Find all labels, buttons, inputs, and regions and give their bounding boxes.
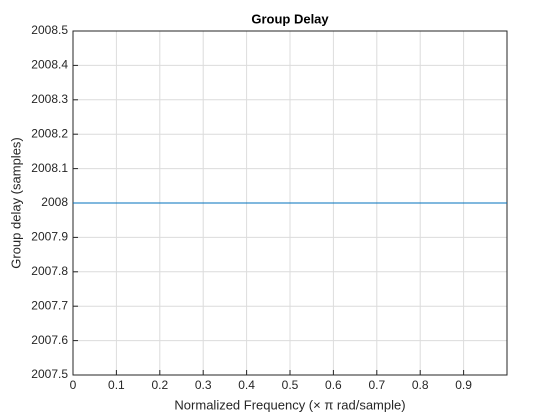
x-tick-label: 0.3: [195, 378, 212, 392]
y-tick-label: 2008.1: [31, 161, 68, 175]
y-tick-label: 2007.5: [31, 367, 68, 381]
y-tick-label: 2007.6: [31, 333, 68, 347]
x-tick-label: 0.5: [282, 378, 299, 392]
y-tick-label: 2008.5: [31, 23, 68, 37]
x-tick-label: 0: [70, 378, 77, 392]
y-tick-label: 2007.9: [31, 230, 68, 244]
y-tick-label: 2007.8: [31, 264, 68, 278]
x-tick-label: 0.6: [325, 378, 342, 392]
y-tick-label: 2008: [41, 195, 68, 209]
y-tick-label: 2008.3: [31, 92, 68, 106]
y-tick-label: 2008.2: [31, 126, 68, 140]
x-tick-label: 0.4: [238, 378, 255, 392]
chart-title: Group Delay: [251, 11, 329, 26]
y-tick-label: 2007.7: [31, 298, 68, 312]
x-axis-label: Normalized Frequency (× π rad/sample): [174, 397, 405, 412]
x-tick-label: 0.2: [151, 378, 168, 392]
y-tick-label: 2008.4: [31, 58, 68, 72]
x-tick-label: 0.8: [412, 378, 429, 392]
y-axis-label: Group delay (samples): [8, 137, 23, 269]
x-tick-label: 0.9: [455, 378, 472, 392]
x-tick-label: 0.7: [368, 378, 385, 392]
x-tick-label: 0.1: [108, 378, 125, 392]
